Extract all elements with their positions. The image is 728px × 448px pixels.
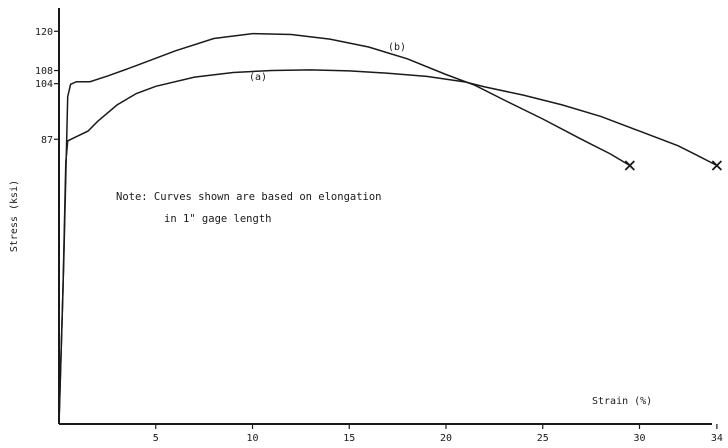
fracture-marker-b: [624, 160, 635, 171]
curve-label-a: (a): [249, 72, 267, 83]
y-tick-label: 108: [35, 66, 53, 77]
x-tick-label: 34: [711, 433, 723, 444]
x-tick-label: 10: [246, 433, 258, 444]
x-tick-label: 20: [440, 433, 452, 444]
y-tick-label: 120: [35, 27, 53, 38]
axes: [58, 8, 712, 425]
fracture-marker-a: [711, 160, 723, 171]
fracture-stroke: [711, 160, 723, 171]
note-line-1: Note: Curves shown are based on elongati…: [116, 191, 382, 203]
x-axis-title: Strain (%): [592, 396, 652, 407]
fracture-stroke: [624, 160, 635, 171]
x-tick-label: 25: [537, 433, 549, 444]
y-axis-title: Stress (ksi): [9, 180, 20, 252]
ticks: 5 10 15 20 25 30 34 87 104 108 120: [35, 27, 723, 444]
x-tick-label: 30: [633, 433, 645, 444]
y-tick-label: 104: [35, 79, 53, 90]
x-tick-label: 5: [153, 433, 159, 444]
x-tick-label: 15: [343, 433, 355, 444]
curve-b: [58, 32, 631, 425]
curve-label-b: (b): [388, 42, 406, 53]
note-line-2: in 1" gage length: [164, 213, 271, 225]
y-tick-label: 87: [41, 135, 53, 146]
curve-a: [58, 69, 718, 425]
curves: [58, 32, 723, 425]
